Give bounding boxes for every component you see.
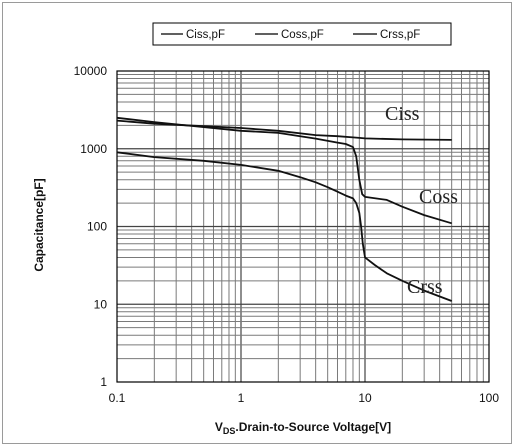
x-tick-label: 1 [238, 391, 245, 405]
curve-label-crss: Crss [407, 276, 443, 298]
x-tick-label: 0.1 [109, 391, 126, 405]
y-tick-label: 100 [87, 220, 107, 234]
y-tick-label: 1 [100, 375, 107, 389]
plot-border [116, 70, 490, 383]
x-axis-title-prefix: V [215, 420, 223, 434]
curves [116, 116, 453, 302]
x-tick-label: 10 [358, 391, 372, 405]
curve-label-coss: Coss [419, 186, 458, 208]
legend-label-crss: Crss,pF [380, 29, 420, 41]
x-tick-label: 100 [479, 391, 499, 405]
curve-labels: Ciss Coss Crss [385, 103, 458, 298]
y-axis-title: Capacitance[pF] [32, 178, 46, 271]
legend-box [152, 22, 452, 46]
curve-label-ciss: Ciss [385, 103, 420, 125]
grid [117, 71, 489, 382]
legend-label-ciss: Ciss,pF [186, 29, 225, 41]
series-line-crss [116, 151, 453, 302]
y-tick-label: 10 [94, 297, 108, 311]
x-axis-title-subscript: DS [223, 426, 236, 436]
x-axis-title-rest: .Drain-to-Source Voltage[V] [235, 420, 391, 434]
y-tick-label: 1000 [80, 142, 107, 156]
x-axis-title: VDS.Drain-to-Source Voltage[V] [215, 420, 391, 436]
legend-label-coss: Coss,pF [281, 29, 324, 41]
series-line-coss [116, 116, 452, 225]
chart-frame: 0.1 1 10 100 1 10 100 1000 10000 Ciss Coss Crss … [2, 2, 512, 444]
legend: Ciss,pF Coss,pF Crss,pF [152, 22, 452, 46]
y-tick-label: 10000 [74, 64, 108, 78]
